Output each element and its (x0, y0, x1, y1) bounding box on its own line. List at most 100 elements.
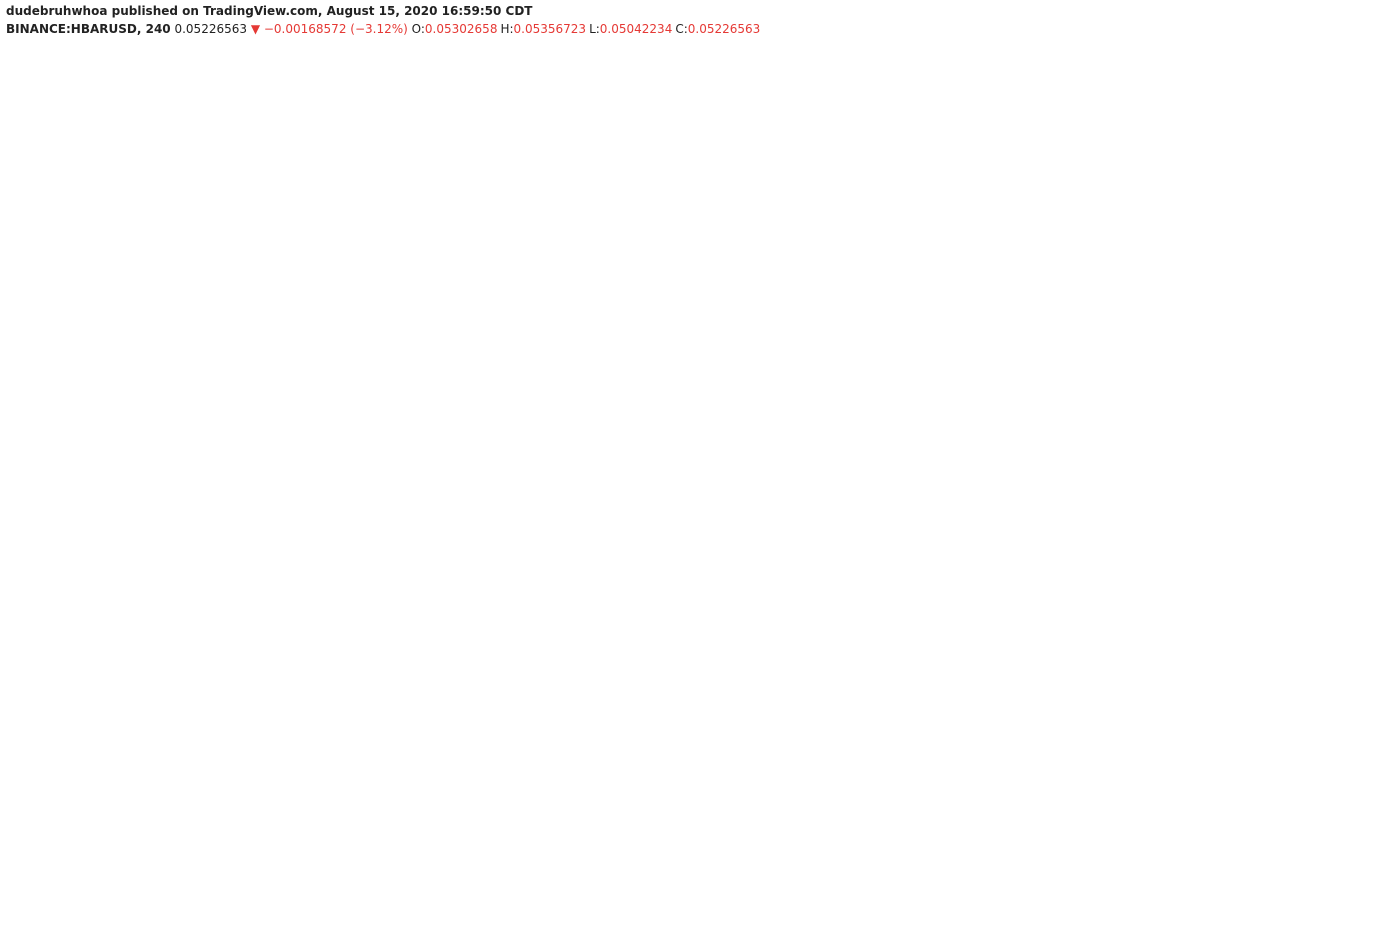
logo (5, 903, 29, 917)
fib-label: 0.382(0.03835207) (6, 479, 122, 493)
x-tick-label: Aug (717, 873, 738, 886)
x-tick-label: Mar (261, 873, 282, 886)
y-tick-label: −0.01000000 (1316, 694, 1392, 707)
y-tick-label: −0.04000000 (1316, 823, 1392, 836)
x-tick-label: Jun (535, 873, 553, 886)
price-axis (1305, 41, 1399, 893)
note-box (394, 593, 1277, 686)
symbol: BINANCE:HBARUSD, 240 (6, 22, 171, 36)
price-label: 0.05618439 (1312, 409, 1378, 422)
note-line: 8/15/2020 UPDATE - Re-testing of 5.2 has… (438, 661, 1232, 677)
arrow (882, 433, 926, 458)
trend-line (6, 402, 1307, 636)
fib-zone (125, 290, 209, 450)
annotation: Target 3 (985, 251, 1047, 269)
annotation: Target 4 (986, 198, 1048, 216)
annotation: Stretch Goals (973, 142, 1074, 160)
x-tick-label: 2020 (74, 873, 105, 886)
change: ▼ −0.00168572 (−3.12%) (250, 22, 408, 36)
cup (214, 367, 531, 526)
countdown-bg (1307, 442, 1399, 459)
price-label: 0.07605034 (1312, 323, 1378, 336)
y-tick-label: 0.03000000 (1316, 522, 1382, 535)
annotation: Target 2 Area (974, 337, 1075, 355)
price-label-bg (1307, 132, 1399, 149)
title: Hedera Hashgraph / US Dollar (calculated… (14, 53, 449, 67)
trend-line (324, 336, 356, 586)
fib-zone (125, 535, 209, 618)
ohlc-value: 0.05356723 (513, 22, 587, 36)
y-tick-label: −0.03000000 (1316, 780, 1392, 793)
price-label: 0.05201203 (1312, 463, 1378, 476)
price-line (7, 382, 769, 614)
price-label: 0.09022992 (1312, 262, 1378, 275)
price-label: 0.12022703 (1312, 133, 1378, 146)
price-label-bg (1307, 424, 1399, 441)
box (822, 374, 887, 396)
fib-label: 1(0.08531895) (32, 276, 122, 290)
fib-label: 1.618(0.13228583) (6, 73, 122, 87)
annotation: Re-tests (826, 378, 883, 394)
ohlc-value: 0.05302658 (424, 22, 498, 36)
y-tick-label: 0.06000000 (1316, 393, 1382, 406)
trend-line (6, 229, 1307, 616)
price-label-bg (1307, 160, 1399, 177)
ohlc-value: 0.05042234 (599, 22, 673, 36)
ohlc-key: H: (500, 22, 514, 36)
cup (529, 429, 731, 515)
y-tick-label: 0.11000000 (1316, 177, 1382, 190)
ohlc: O:0.05302658 H:0.05356723 L:0.05042234 C:0.… (412, 22, 764, 36)
x-tick-label: Nov (990, 873, 1012, 886)
x-tick-label: Feb (170, 873, 189, 886)
trend-line (717, 216, 813, 451)
annotation: Target 1 (Reached Once) (924, 395, 1110, 413)
y-tick-label: −0.02000000 (1316, 737, 1392, 750)
box (908, 139, 1138, 168)
box (745, 545, 1065, 569)
x-tick-label: Oct (900, 873, 920, 886)
arrow (777, 391, 823, 433)
footer: TradingView (33, 904, 107, 918)
note-line: If we stay above 5.2, big moves are comi… (710, 629, 1010, 645)
trend-line (6, 321, 1307, 583)
fib-label: 0.5(0.04731986) (21, 440, 122, 454)
ohlc-value: 0.05226563 (687, 22, 761, 36)
y-tick-label: 0.13000000 (1316, 91, 1382, 104)
last: 0.05226563 (174, 22, 247, 36)
x-tick-label: May (442, 873, 465, 886)
price-label: 0.05226563 (1312, 426, 1378, 439)
price-label-bg (1307, 461, 1399, 478)
symbol-line: BINANCE:HBARUSD, 240 0.05226563 ▼ −0.001… (6, 22, 763, 36)
fib-label: 0.786(0.06905534) (6, 346, 122, 360)
y-tick-label: 0.02000000 (1316, 565, 1382, 578)
publisher: dudebruhwhoa published on TradingView.co… (6, 4, 533, 18)
price-label: 0.06914365 (1312, 353, 1378, 366)
ohlc-key: C: (675, 22, 688, 36)
subtitle: Vol (14, 70, 32, 84)
fib-zone (125, 450, 209, 535)
note-line: Look for a re-test of the blue horizonta… (595, 597, 1115, 613)
price-label-bg (1307, 209, 1399, 226)
y-tick-label: 0.14000000 (1316, 48, 1382, 61)
trend-line (267, 373, 691, 462)
trend-line (299, 477, 731, 547)
price-label: 0.11363990 (1312, 161, 1378, 174)
box (912, 330, 1139, 361)
x-tick-label: Sep (808, 873, 829, 886)
ohlc-key: L: (589, 22, 600, 36)
x-tick-label: Jul (629, 873, 643, 886)
fib-label: 0.618(0.05628764) (6, 402, 122, 416)
x-tick-label: Apr (353, 873, 373, 886)
y-tick-label: 0.10000000 (1316, 220, 1382, 233)
fib-zone (125, 42, 209, 618)
price-label-bg (1307, 322, 1399, 339)
y-tick-label: 0.08000000 (1316, 306, 1382, 319)
price-label-bg (1307, 408, 1399, 425)
plot-area (7, 42, 1306, 892)
price-label-bg (1307, 261, 1399, 278)
trend-line (209, 364, 801, 514)
countdown: 02:00:12 (1351, 444, 1399, 457)
